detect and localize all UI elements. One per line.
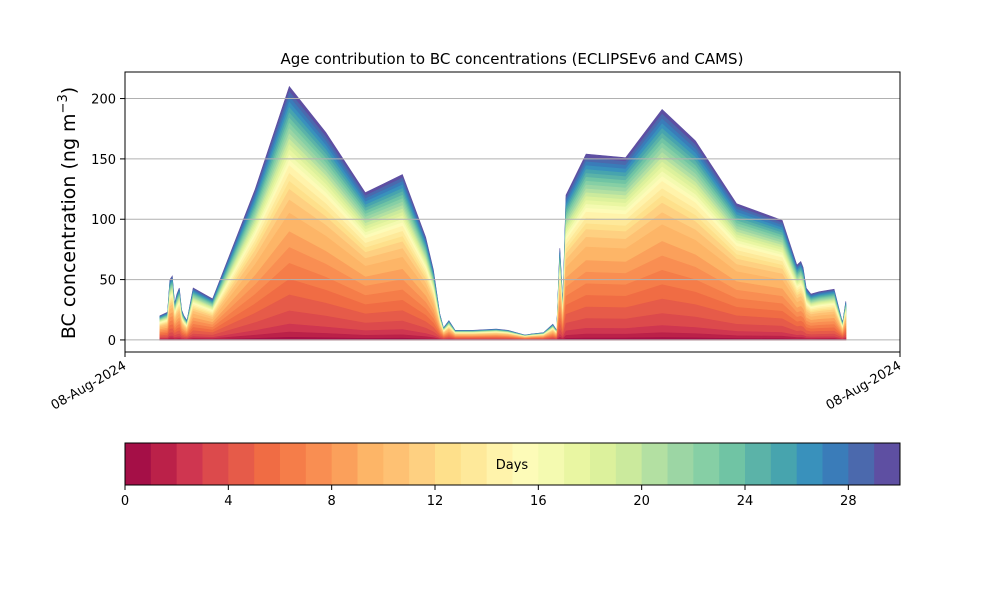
colorbar: 0 4 8 12 16 20 24 28	[121, 442, 901, 509]
colorbar-segment	[796, 443, 823, 485]
colorbar-segment	[719, 443, 746, 485]
y-tick-label: 50	[99, 274, 116, 289]
colorbar-segment	[770, 443, 798, 485]
colorbar-segment	[125, 443, 152, 485]
y-axis-label: BC concentration (ng m−3)	[56, 87, 80, 339]
colorbar-segment	[848, 443, 875, 485]
colorbar-segment	[564, 443, 591, 485]
colorbar-tick-label: 20	[633, 494, 650, 509]
colorbar-segment	[280, 443, 307, 485]
colorbar-segment	[538, 443, 565, 485]
colorbar-segment	[228, 443, 255, 485]
colorbar-frame	[124, 442, 901, 486]
colorbar-segment	[615, 443, 643, 485]
colorbar-segment	[331, 443, 358, 485]
colorbar-segment	[383, 443, 410, 485]
colorbar-tick-label: 0	[121, 494, 129, 509]
colorbar-segment	[874, 443, 901, 485]
colorbar-segment	[745, 443, 772, 485]
y-tick-label: 150	[91, 153, 116, 168]
colorbar-segment	[435, 443, 462, 485]
colorbar-segment	[409, 443, 436, 485]
colorbar-segment	[693, 443, 720, 485]
colorbar-segment	[357, 443, 384, 485]
colorbar-tick-label: 8	[328, 494, 336, 509]
y-tick-label: 100	[91, 213, 116, 228]
colorbar-segment	[822, 443, 849, 485]
chart-title: Age contribution to BC concentrations (E…	[281, 50, 744, 68]
colorbar-segment	[486, 443, 513, 485]
y-tick-label: 200	[91, 93, 116, 108]
colorbar-segment	[202, 443, 229, 485]
colorbar-segment	[667, 443, 694, 485]
colorbar-segment	[150, 443, 178, 485]
colorbar-label: Days	[496, 458, 529, 473]
x-tick-label: 08-Aug-2024	[824, 358, 904, 413]
colorbar-tick-label: 16	[530, 494, 547, 509]
colorbar-segment	[641, 443, 668, 485]
colorbar-tick-label: 4	[224, 494, 232, 509]
colorbar-tick-label: 28	[840, 494, 857, 509]
colorbar-segment	[176, 443, 203, 485]
x-axis-ticks: 08-Aug-2024 08-Aug-2024	[49, 352, 904, 414]
colorbar-segment	[590, 443, 617, 485]
colorbar-segment	[460, 443, 488, 485]
colorbar-tick-label: 12	[427, 494, 444, 509]
y-axis-ticks: 0 50 100 150 200	[91, 93, 125, 349]
x-tick-label: 08-Aug-2024	[49, 358, 129, 413]
y-tick-label: 0	[108, 334, 116, 349]
area-layers	[159, 85, 847, 341]
axes-frame	[124, 71, 901, 353]
colorbar-tick-label: 24	[737, 494, 754, 509]
colorbar-segment	[512, 443, 539, 485]
colorbar-segment	[305, 443, 333, 485]
y-gridlines	[125, 98, 900, 341]
colorbar-segment	[254, 443, 281, 485]
